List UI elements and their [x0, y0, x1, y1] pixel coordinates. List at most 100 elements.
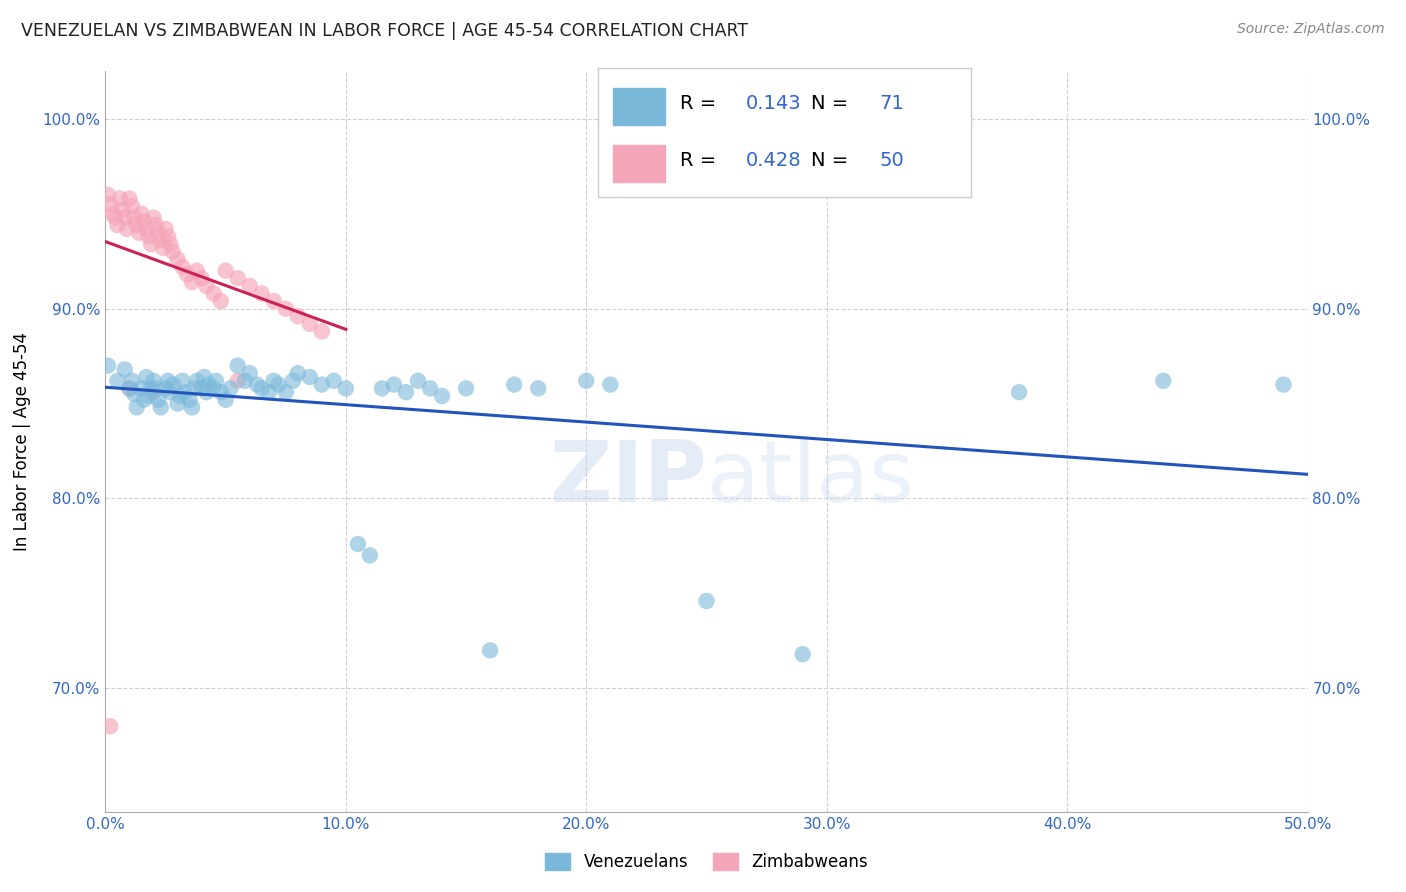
Point [792, 647, 814, 661]
Point [430, 389, 453, 403]
Point [599, 377, 621, 392]
Point [209, 294, 232, 309]
Point [166, 396, 188, 410]
Point [152, 241, 174, 255]
Point [166, 252, 188, 267]
Point [1008, 385, 1031, 400]
Point [406, 374, 429, 388]
Point [142, 385, 165, 400]
Point [173, 385, 195, 400]
Point [183, 381, 205, 395]
Point [162, 377, 184, 392]
Y-axis label: In Labor Force | Age 45-54: In Labor Force | Age 45-54 [14, 332, 31, 551]
Point [382, 377, 405, 392]
Point [118, 381, 141, 395]
Point [124, 387, 146, 401]
Point [138, 389, 160, 403]
Point [195, 385, 218, 400]
Point [139, 381, 162, 395]
Point [124, 211, 146, 225]
Point [274, 385, 297, 400]
Point [287, 310, 309, 324]
Point [179, 392, 201, 407]
Point [347, 537, 370, 551]
Point [162, 244, 184, 259]
Point [131, 207, 153, 221]
Point [190, 381, 212, 395]
Point [239, 278, 262, 293]
Point [263, 294, 285, 309]
Point [142, 374, 165, 388]
Point [250, 286, 273, 301]
Point [311, 325, 333, 339]
Point [202, 381, 225, 395]
Legend: Venezuelans, Zimbabweans: Venezuelans, Zimbabweans [538, 846, 875, 878]
Point [125, 401, 148, 415]
Point [98, 719, 121, 733]
Point [186, 374, 208, 388]
Point [114, 211, 136, 225]
Point [214, 263, 236, 277]
Point [118, 381, 141, 395]
Point [121, 199, 143, 213]
Point [172, 374, 194, 388]
Point [202, 286, 225, 301]
Point [322, 374, 344, 388]
Point [145, 381, 167, 395]
Text: Source: ZipAtlas.com: Source: ZipAtlas.com [1237, 22, 1385, 37]
Text: ZIP: ZIP [548, 437, 707, 520]
Point [198, 377, 221, 392]
Point [107, 218, 129, 232]
Point [359, 549, 381, 563]
Point [195, 278, 218, 293]
Point [135, 222, 157, 236]
Text: atlas: atlas [707, 437, 914, 520]
Point [145, 218, 167, 232]
Point [128, 226, 150, 240]
Point [335, 381, 357, 395]
Point [226, 374, 249, 388]
Point [263, 374, 285, 388]
Point [274, 301, 297, 316]
Point [159, 237, 181, 252]
Point [101, 207, 124, 221]
Point [1152, 374, 1174, 388]
Point [479, 643, 502, 657]
Point [114, 362, 136, 376]
Point [298, 370, 321, 384]
Point [419, 381, 441, 395]
Point [155, 222, 177, 236]
Point [281, 374, 304, 388]
Point [132, 214, 155, 228]
Point [233, 374, 256, 388]
Point [138, 229, 160, 244]
Point [98, 197, 121, 211]
Point [454, 381, 477, 395]
Point [156, 374, 179, 388]
Point [257, 385, 280, 400]
Point [209, 385, 232, 400]
Point [190, 271, 212, 285]
Point [169, 389, 191, 403]
Point [214, 392, 236, 407]
Point [239, 366, 262, 380]
Point [226, 271, 249, 285]
Point [132, 392, 155, 407]
Point [311, 377, 333, 392]
Point [97, 359, 120, 373]
Point [186, 263, 208, 277]
Point [181, 401, 204, 415]
Point [696, 594, 718, 608]
Point [371, 381, 394, 395]
Point [125, 218, 148, 232]
Point [1272, 377, 1295, 392]
Point [131, 381, 153, 395]
Point [527, 381, 550, 395]
Point [142, 211, 165, 225]
Point [181, 275, 204, 289]
Point [205, 374, 228, 388]
Point [139, 237, 162, 252]
Point [395, 385, 418, 400]
Point [250, 381, 273, 395]
Point [219, 381, 242, 395]
